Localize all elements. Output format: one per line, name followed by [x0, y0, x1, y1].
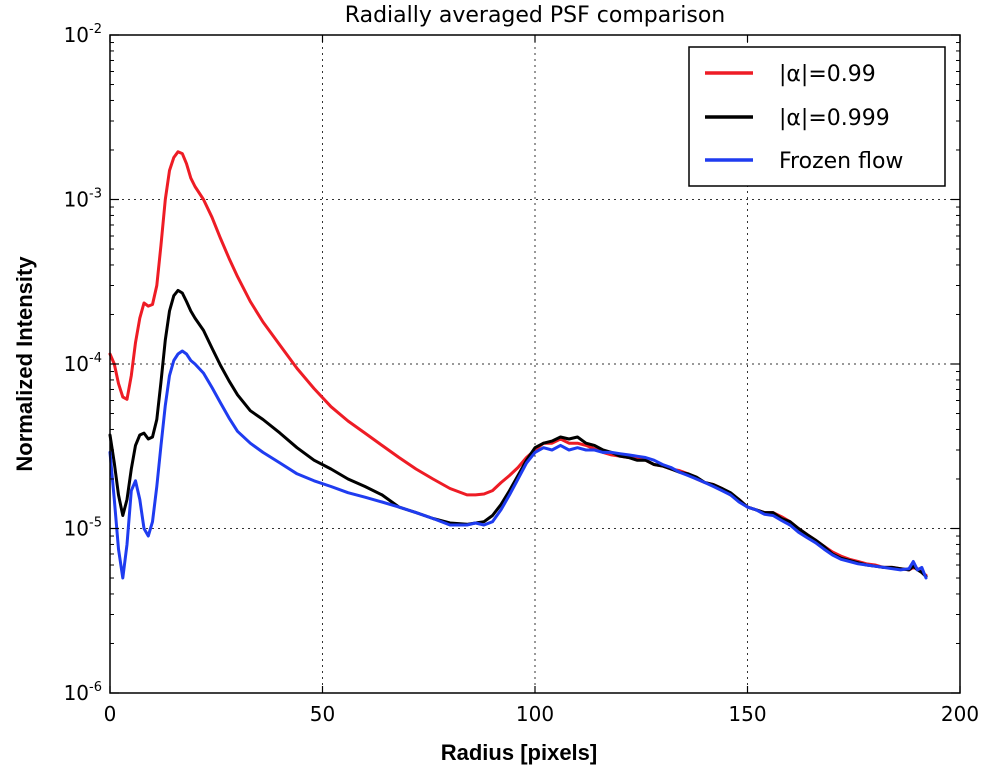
- y-tick-label: 10-5: [64, 516, 102, 541]
- x-tick-label: 150: [728, 702, 766, 726]
- x-tick-label: 100: [516, 702, 554, 726]
- legend: |α|=0.99 |α|=0.999 Frozen flow: [688, 46, 946, 187]
- y-tick-base: 10: [64, 188, 89, 212]
- x-tick-label: 200: [941, 702, 979, 726]
- y-tick-exponent: -3: [89, 187, 102, 202]
- x-axis-label: Radius [pixels]: [441, 740, 597, 765]
- y-tick-exponent: -2: [89, 22, 102, 37]
- y-tick-base: 10: [64, 23, 89, 47]
- y-tick-exponent: -6: [89, 680, 102, 695]
- y-tick-label: 10-4: [64, 351, 102, 376]
- legend-label-series-1: |α|=0.99: [779, 62, 876, 87]
- tick-marks: [109, 34, 961, 694]
- y-tick-base: 10: [64, 517, 89, 541]
- y-tick-exponent: -4: [89, 351, 102, 366]
- y-tick-exponent: -5: [89, 516, 102, 531]
- y-tick-base: 10: [64, 681, 89, 705]
- y-tick-label: 10-6: [64, 680, 102, 705]
- legend-label-series-2: |α|=0.999: [779, 106, 890, 131]
- chart-title: Radially averaged PSF comparison: [345, 3, 725, 28]
- x-tick-labels: 0 50 100 150 200: [104, 702, 979, 726]
- y-tick-labels: 10-610-510-410-310-2: [64, 22, 102, 705]
- series-line-3: [108, 349, 928, 580]
- y-tick-base: 10: [64, 352, 89, 376]
- y-tick-label: 10-3: [64, 187, 102, 212]
- y-tick-label: 10-2: [64, 22, 102, 47]
- x-tick-label: 0: [104, 702, 117, 726]
- legend-label-series-3: Frozen flow: [779, 149, 903, 174]
- y-axis-label: Normalized Intensity: [12, 256, 37, 472]
- series-lines: [108, 150, 928, 580]
- series-line-2: [108, 288, 928, 579]
- x-tick-label: 50: [310, 702, 335, 726]
